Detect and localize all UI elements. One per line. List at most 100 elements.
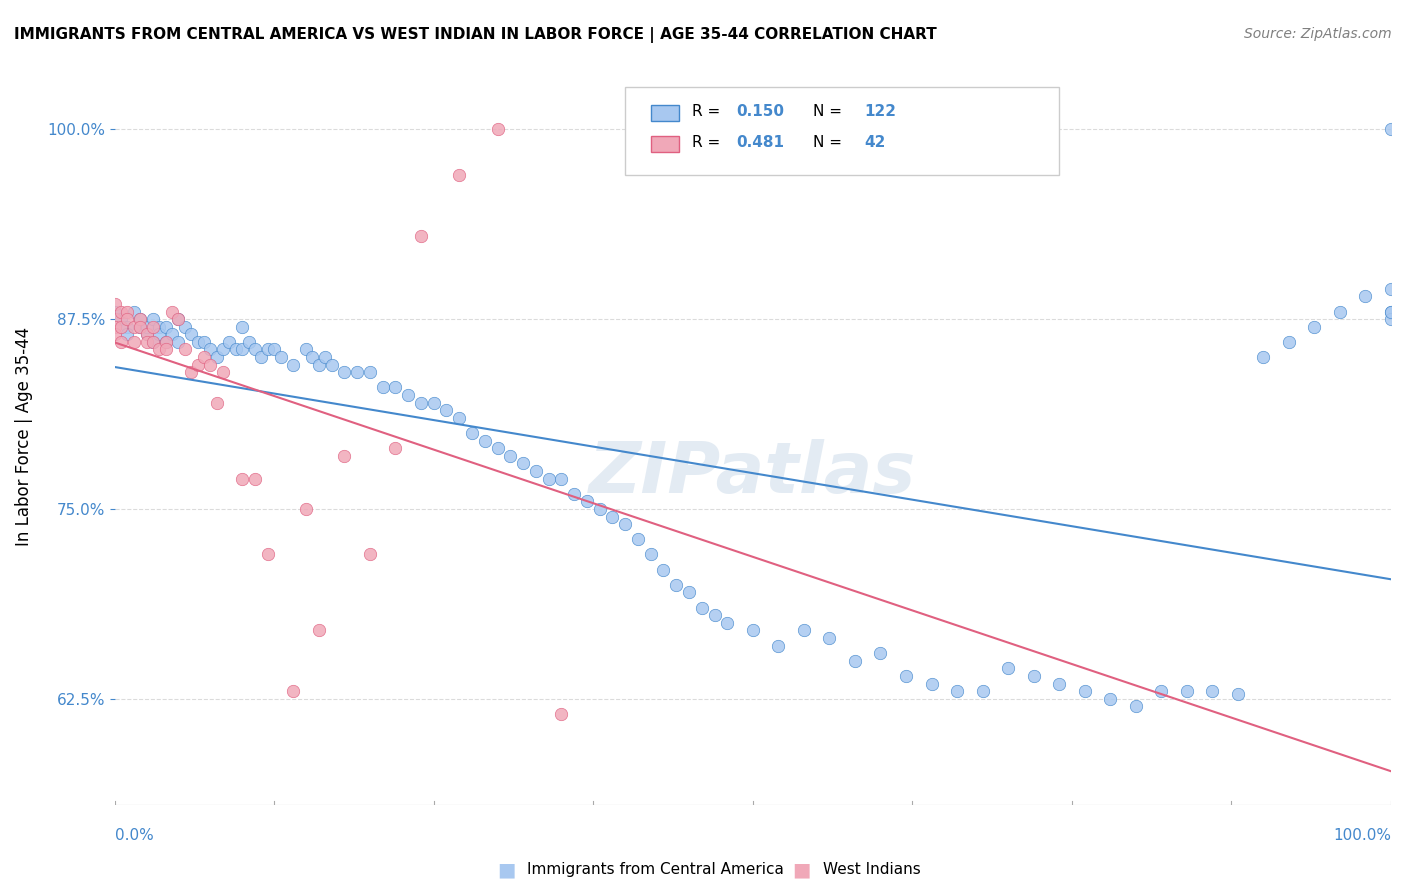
Point [122,304,145,318]
Point [295,343,318,357]
Point [1354,289,1376,303]
Point [768,639,790,653]
Point [104,297,127,311]
Point [205,350,228,364]
Point [270,350,292,364]
Point [537,472,560,486]
Point [110,312,132,326]
Point [256,548,278,562]
FancyBboxPatch shape [626,87,1059,176]
Point [148,319,170,334]
Point [562,487,585,501]
Point [486,122,509,136]
Point [110,304,132,318]
Point [212,343,235,357]
Point [1226,687,1249,701]
Point [160,304,183,318]
Point [148,327,170,342]
Point [142,334,165,349]
Point [461,425,484,440]
Point [1201,684,1223,698]
Point [486,441,509,455]
Point [588,502,610,516]
Point [627,533,650,547]
Point [1253,350,1275,364]
Point [652,563,675,577]
Point [193,334,215,349]
Point [741,624,763,638]
Text: N =: N = [813,103,846,119]
Point [231,343,253,357]
Point [205,395,228,409]
Point [346,365,368,379]
Point [187,358,209,372]
Point [1125,699,1147,714]
Point [524,464,547,478]
Point [180,365,202,379]
Point [499,449,522,463]
Point [148,343,170,357]
Point [187,334,209,349]
Point [142,312,165,326]
Point [921,676,943,690]
Point [212,365,235,379]
Point [283,358,305,372]
Point [129,319,152,334]
Point [449,410,471,425]
Text: 0.150: 0.150 [737,103,785,119]
Text: 122: 122 [863,103,896,119]
Point [575,494,598,508]
Text: Immigrants from Central America: Immigrants from Central America [527,863,785,877]
Point [512,456,534,470]
Point [218,334,240,349]
Point [359,365,381,379]
Point [129,319,152,334]
Point [1379,304,1402,318]
Text: N =: N = [813,136,846,151]
Point [997,661,1019,675]
Point [308,358,330,372]
Point [117,312,139,326]
Point [110,319,132,334]
Point [449,168,471,182]
Point [167,334,190,349]
Point [665,578,688,592]
Point [122,319,145,334]
Point [243,472,266,486]
Point [384,380,406,394]
Point [703,608,725,623]
Point [333,365,356,379]
Point [793,624,815,638]
Text: ■: ■ [496,860,516,880]
Point [1278,334,1301,349]
Point [256,343,278,357]
Point [321,358,343,372]
Point [142,334,165,349]
Point [155,343,177,357]
Point [231,319,253,334]
Point [1329,304,1351,318]
Point [844,654,866,668]
Point [1303,319,1326,334]
Point [243,343,266,357]
Point [155,334,177,349]
Point [142,319,165,334]
Point [946,684,969,698]
Point [550,706,572,721]
Point [160,327,183,342]
Point [436,403,458,417]
FancyBboxPatch shape [651,104,679,120]
Point [135,327,157,342]
Point [135,319,157,334]
Point [238,334,260,349]
Text: 42: 42 [863,136,886,151]
Point [155,319,177,334]
Point [1379,312,1402,326]
Point [333,449,356,463]
Point [409,395,432,409]
Point [894,669,917,683]
Y-axis label: In Labor Force | Age 35-44: In Labor Force | Age 35-44 [15,327,32,547]
Point [1175,684,1198,698]
Text: 0.0%: 0.0% [115,828,153,843]
Point [117,327,139,342]
